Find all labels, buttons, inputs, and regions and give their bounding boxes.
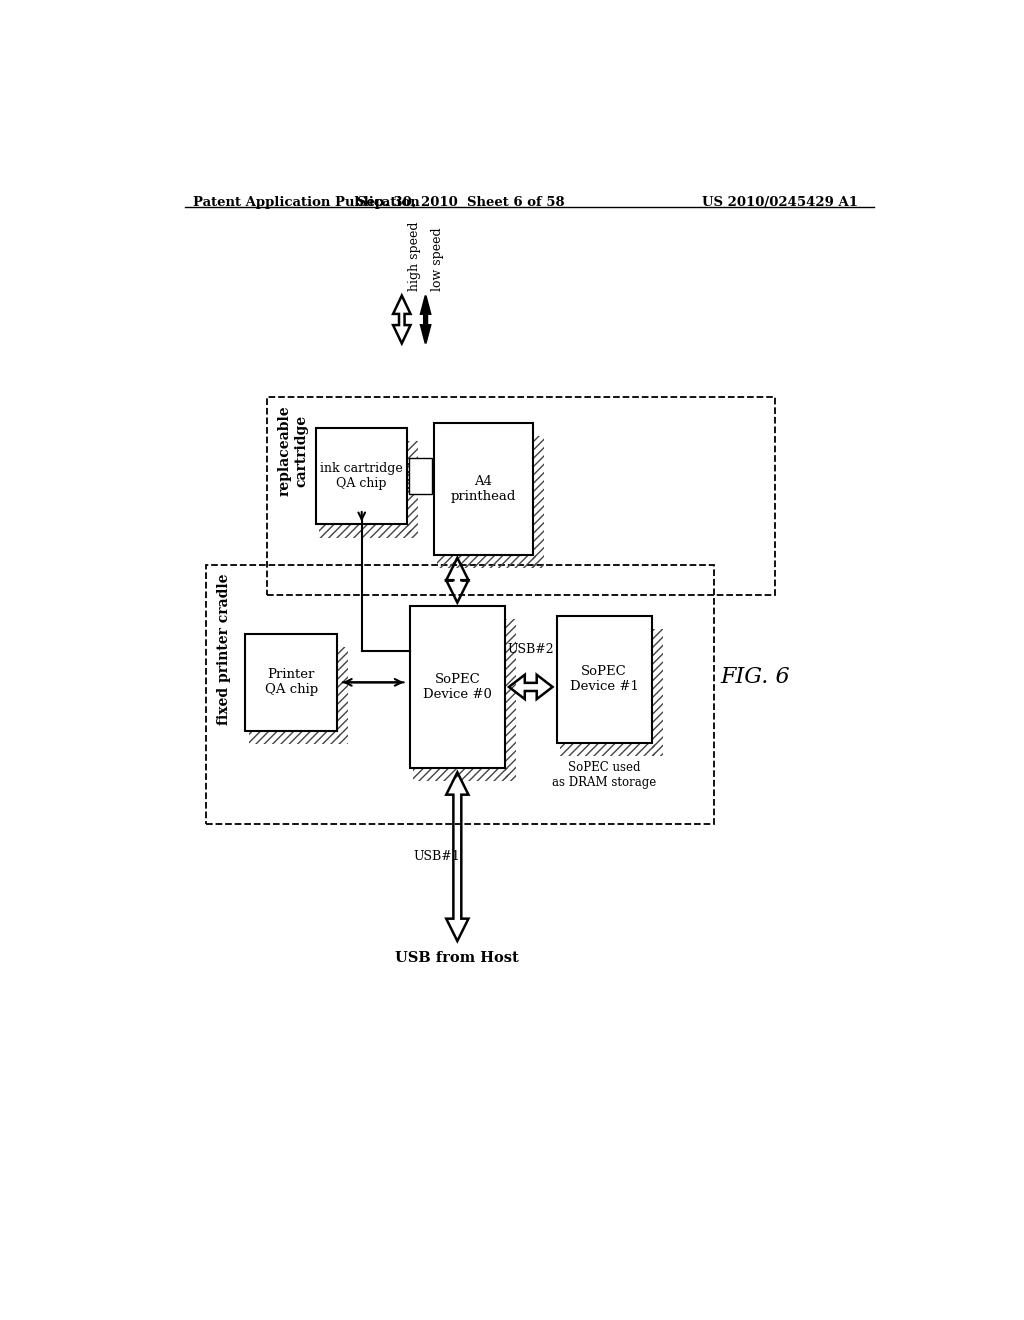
Bar (532, 436, 544, 568)
Bar (409, 458, 432, 494)
Text: replaceable
cartridge: replaceable cartridge (278, 405, 308, 496)
Text: SoPEC
Device #0: SoPEC Device #0 (423, 673, 492, 701)
Bar (246, 634, 337, 731)
Bar (410, 606, 505, 768)
Text: Sep. 30, 2010  Sheet 6 of 58: Sep. 30, 2010 Sheet 6 of 58 (357, 195, 565, 209)
Text: SoPEC
Device #1: SoPEC Device #1 (569, 665, 639, 693)
Bar (437, 554, 537, 568)
Text: USB#2: USB#2 (508, 643, 554, 656)
Bar (206, 565, 714, 824)
Bar (413, 768, 508, 781)
Text: SoPEC used
as DRAM storage: SoPEC used as DRAM storage (552, 762, 656, 789)
Text: USB#1: USB#1 (414, 850, 461, 863)
Bar (433, 422, 532, 554)
Text: USB from Host: USB from Host (395, 952, 519, 965)
Bar (560, 743, 655, 756)
Bar (505, 619, 516, 781)
Text: FIG. 6: FIG. 6 (720, 665, 790, 688)
Text: Printer
QA chip: Printer QA chip (264, 668, 317, 697)
Bar (408, 441, 419, 537)
Text: Patent Application Publication: Patent Application Publication (194, 195, 420, 209)
Text: fixed printer cradle: fixed printer cradle (217, 573, 230, 725)
Bar (316, 428, 408, 524)
Bar (557, 615, 652, 743)
Text: US 2010/0245429 A1: US 2010/0245429 A1 (702, 195, 858, 209)
Text: A4
printhead: A4 printhead (451, 475, 516, 503)
Bar (267, 397, 775, 595)
Bar (652, 630, 663, 756)
Text: low speed: low speed (431, 227, 444, 290)
Text: ink cartridge
QA chip: ink cartridge QA chip (321, 462, 403, 490)
Text: high speed: high speed (409, 220, 421, 290)
Bar (319, 524, 411, 537)
Polygon shape (421, 296, 430, 343)
Bar (337, 647, 348, 744)
Bar (249, 731, 340, 744)
